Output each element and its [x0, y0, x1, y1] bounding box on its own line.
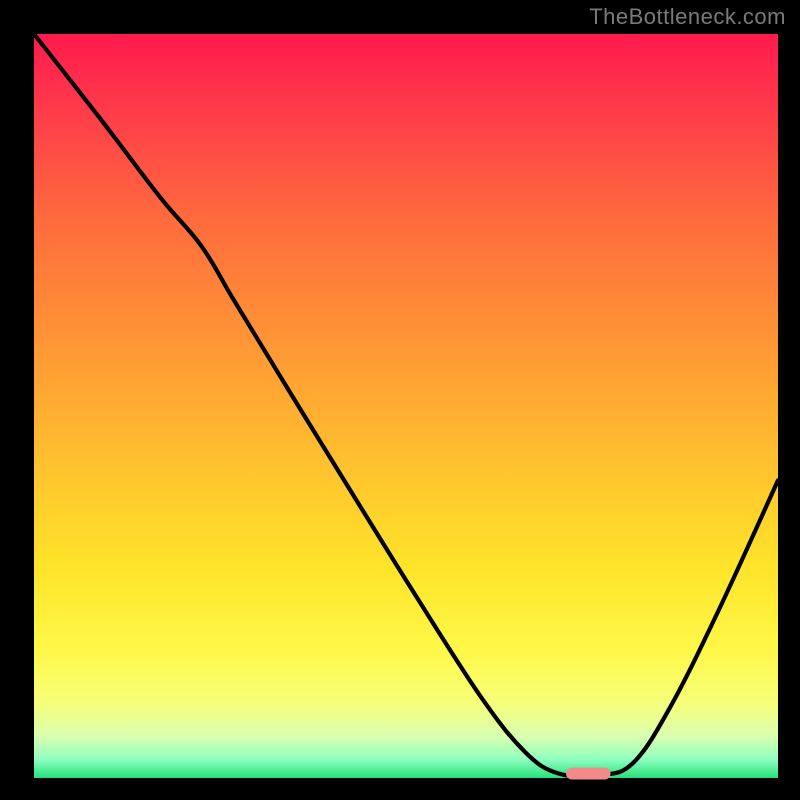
watermark-text: TheBottleneck.com: [589, 4, 786, 30]
bottleneck-chart: [0, 0, 800, 800]
optimal-marker: [566, 768, 611, 780]
chart-background: [34, 34, 778, 778]
chart-container: [0, 0, 800, 800]
